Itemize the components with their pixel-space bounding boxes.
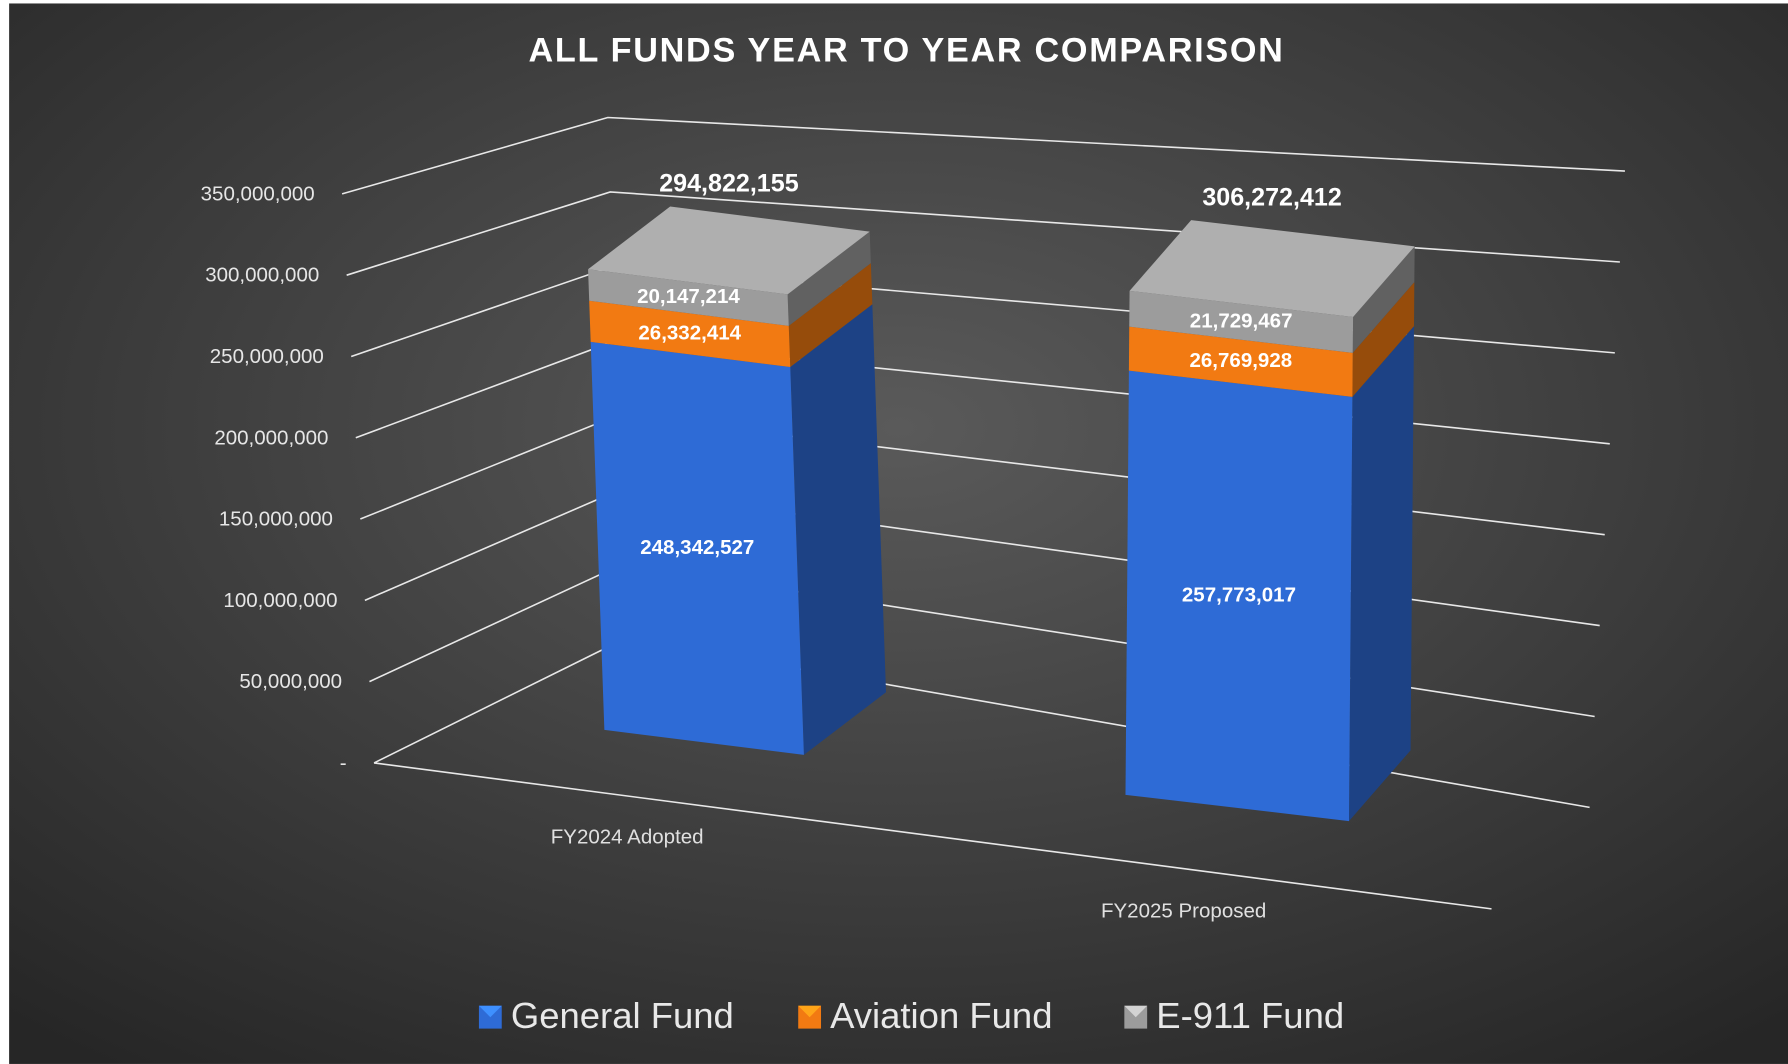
bar-side	[787, 231, 871, 326]
y-tick-label: 250,000,000	[210, 345, 324, 368]
data-label: 257,773,017	[1182, 583, 1296, 606]
legend-label: E-911 Fund	[1156, 995, 1344, 1036]
legend-marker-shine	[1124, 1005, 1148, 1018]
bar-segment	[1128, 326, 1353, 397]
y-tick-label: 200,000,000	[214, 426, 328, 449]
bar-top	[1129, 220, 1415, 318]
data-label: 26,332,414	[638, 321, 741, 344]
y-tick-label: 150,000,000	[219, 508, 333, 531]
legend-marker-shine	[798, 1005, 822, 1018]
y-tick-label: 50,000,000	[239, 670, 342, 693]
x-axis-line	[373, 762, 1492, 910]
bar-side	[1348, 326, 1414, 822]
bar-top	[588, 206, 870, 295]
chart-background	[9, 3, 1788, 1064]
total-label: 294,822,155	[659, 170, 799, 198]
data-label: 26,769,928	[1189, 349, 1292, 372]
bar-side	[788, 263, 873, 367]
y-tick-label: 350,000,000	[201, 182, 315, 205]
legend-marker-shine	[478, 1005, 502, 1018]
y-tick-label: 300,000,000	[205, 264, 319, 287]
total-label: 306,272,412	[1202, 184, 1341, 212]
bar-segment	[1129, 290, 1354, 353]
bar-segment	[589, 300, 791, 367]
legend-label: Aviation Fund	[830, 995, 1052, 1036]
data-label: 20,147,214	[637, 285, 740, 308]
legend-label: General Fund	[511, 995, 734, 1036]
x-tick-label: FY2025 Proposed	[1101, 900, 1266, 923]
data-label: 248,342,527	[640, 536, 754, 559]
bar-side	[790, 304, 887, 755]
bar-segment	[590, 341, 804, 755]
bar-segment	[588, 269, 789, 326]
x-tick-label: FY2024 Adopted	[551, 826, 704, 849]
grid-line	[341, 116, 1625, 195]
plot-area: - 50,000,000 100,000,000 150,000,000 200,000…	[201, 116, 1625, 1036]
data-label: 21,729,467	[1190, 309, 1293, 332]
y-tick-label: -	[340, 751, 347, 774]
bar-segment	[1125, 370, 1353, 822]
bar-side	[1352, 282, 1415, 397]
bar-side	[1352, 246, 1415, 353]
y-tick-label: 100,000,000	[223, 589, 337, 612]
chart-title: ALL FUNDS YEAR TO YEAR COMPARISON	[528, 32, 1284, 70]
